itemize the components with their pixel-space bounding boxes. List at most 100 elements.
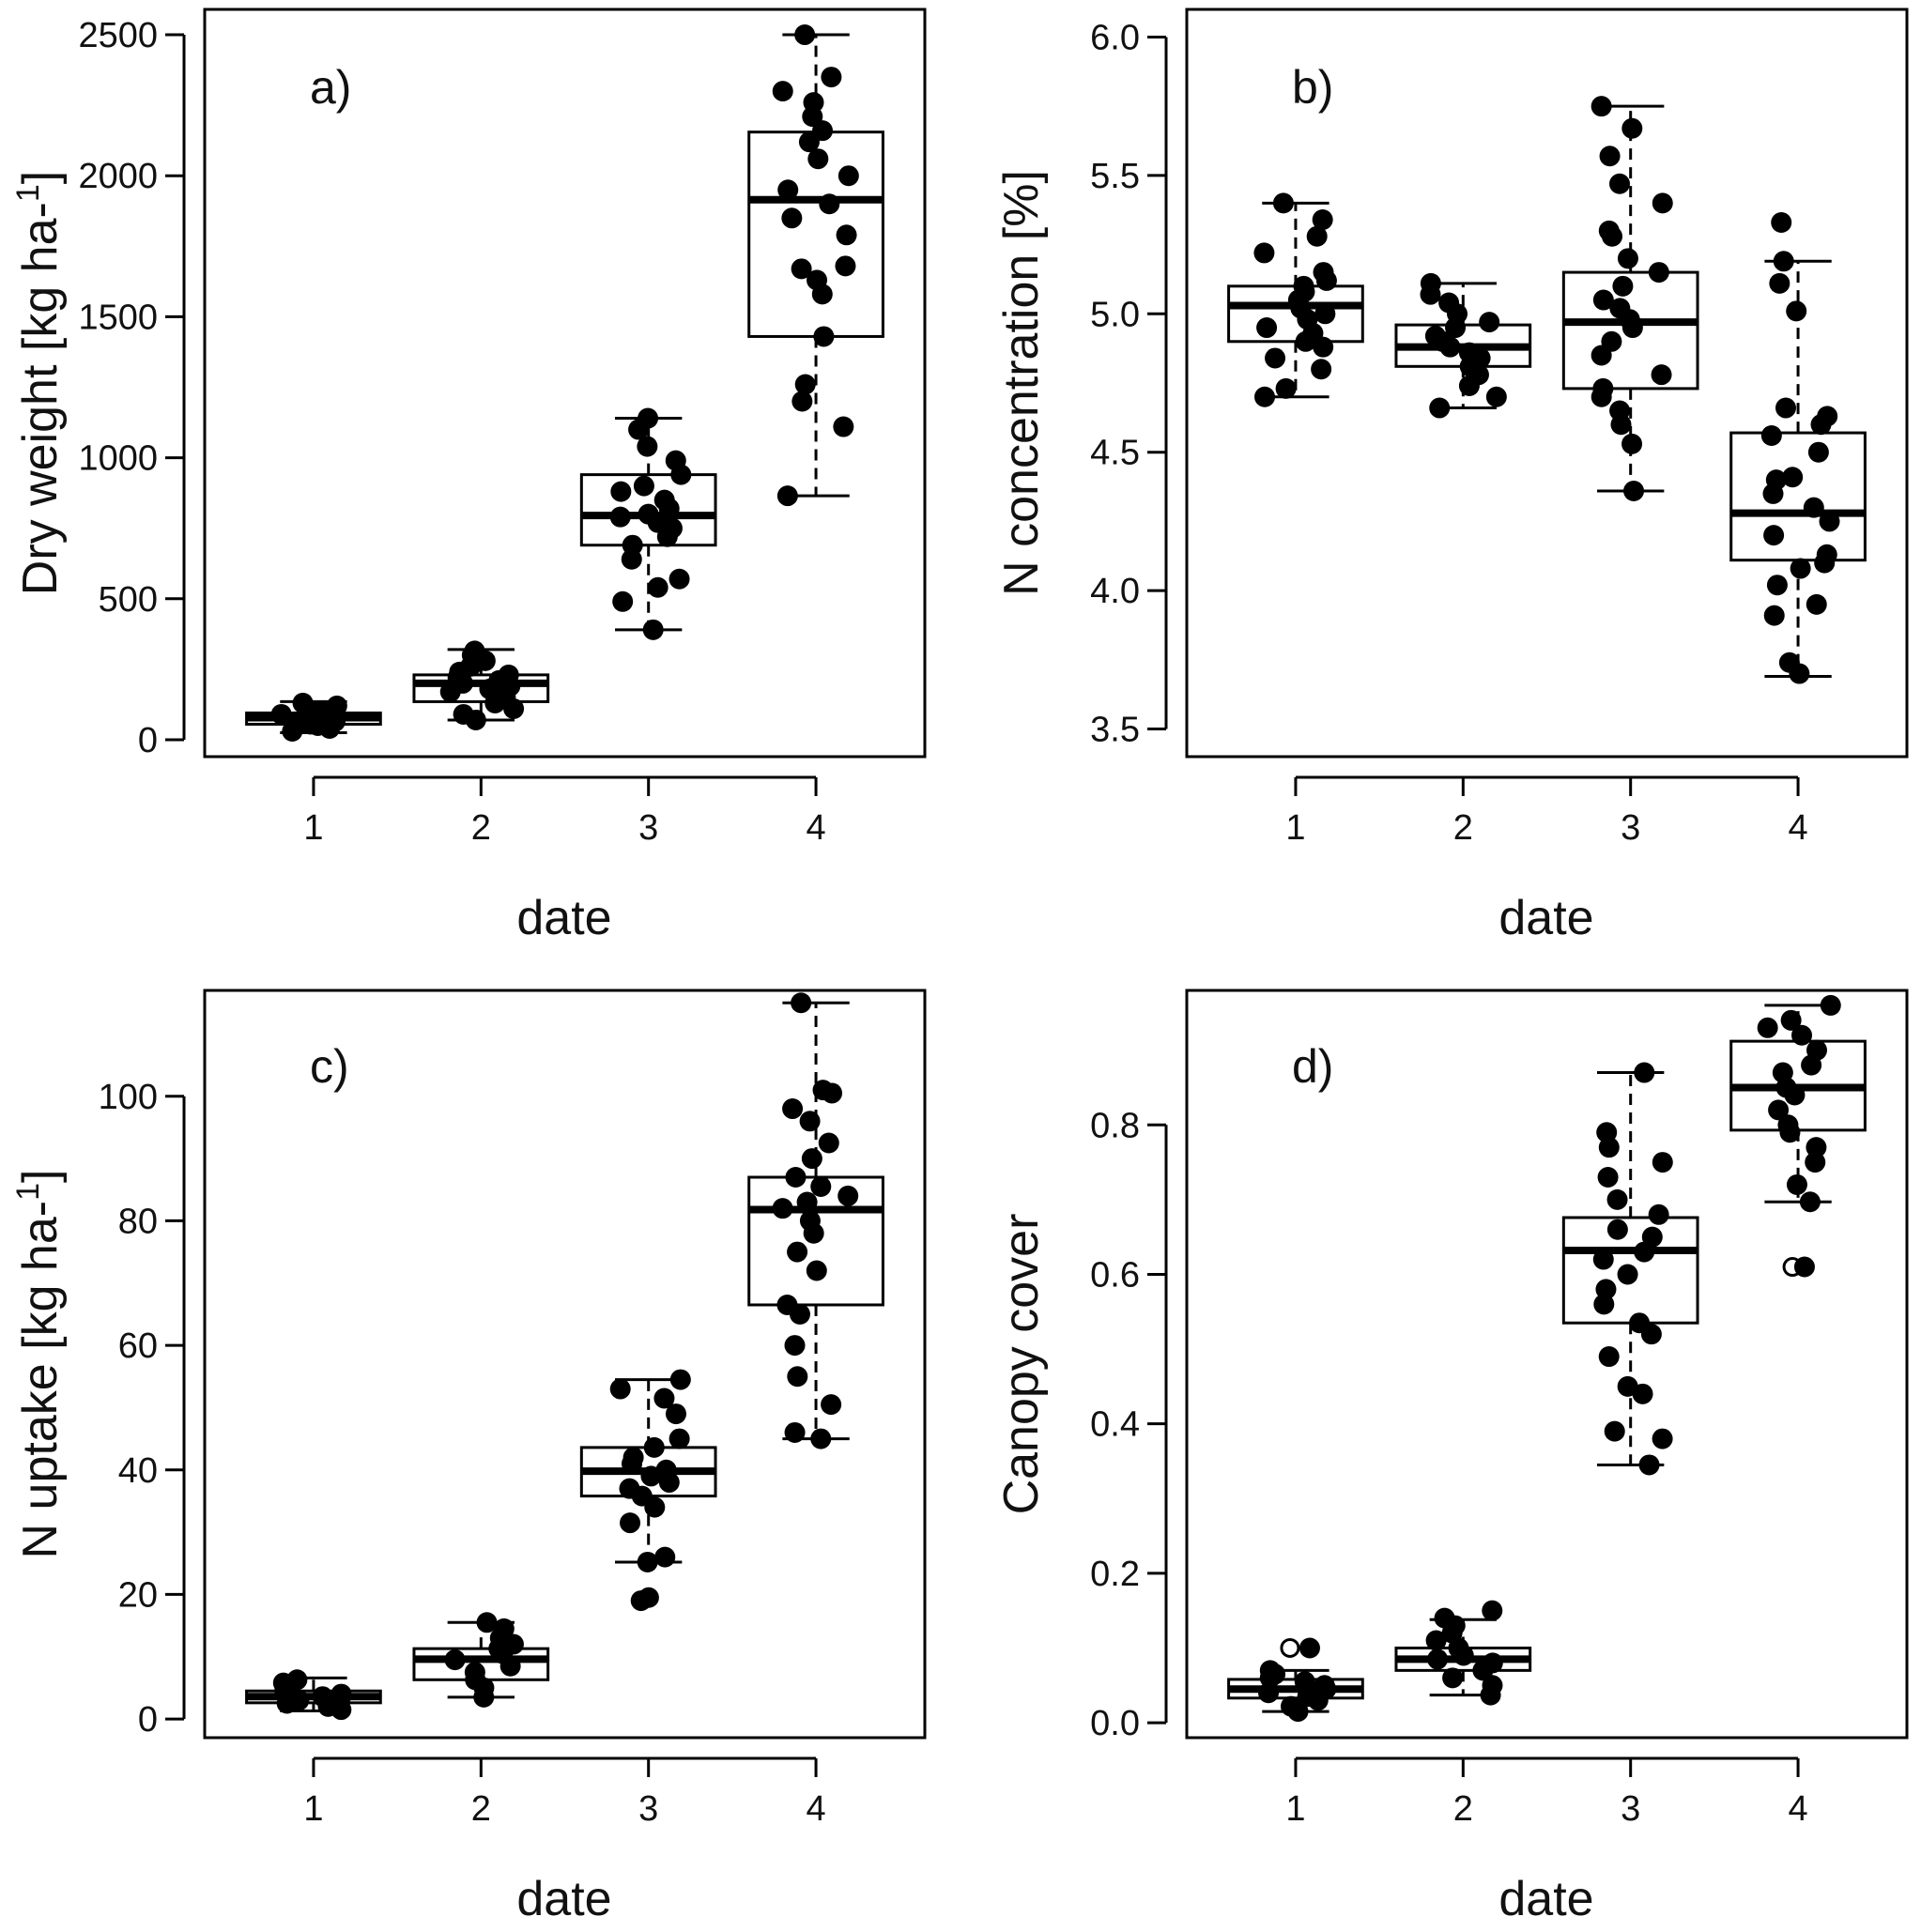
data-point bbox=[785, 1167, 807, 1188]
data-point bbox=[787, 1366, 808, 1388]
data-point bbox=[1768, 1099, 1790, 1121]
y-tick-label: 0.8 bbox=[1090, 1106, 1140, 1145]
data-point bbox=[1806, 593, 1827, 615]
x-tick-label: 4 bbox=[806, 808, 825, 848]
data-point bbox=[1638, 1454, 1660, 1476]
data-point bbox=[1429, 397, 1451, 419]
data-point bbox=[330, 1683, 352, 1705]
plot-frame bbox=[1185, 989, 1909, 1740]
data-point bbox=[622, 534, 643, 556]
y-axis-title: N concentration [%] bbox=[994, 170, 1049, 596]
x-tick-label: 1 bbox=[1285, 808, 1305, 848]
data-point bbox=[1773, 251, 1794, 272]
panel-label: a) bbox=[310, 61, 351, 114]
data-point bbox=[782, 1098, 804, 1120]
panel-label: d) bbox=[1292, 1040, 1333, 1093]
data-point bbox=[1424, 325, 1446, 346]
data-point bbox=[1817, 406, 1838, 427]
data-point bbox=[1777, 1114, 1799, 1136]
data-point bbox=[1592, 377, 1614, 399]
plot-frame bbox=[203, 989, 927, 1740]
data-point bbox=[620, 1512, 641, 1534]
data-point bbox=[836, 224, 857, 246]
data-point bbox=[1819, 511, 1840, 532]
data-point bbox=[464, 1662, 485, 1683]
data-point bbox=[813, 326, 835, 347]
data-point bbox=[1312, 209, 1333, 231]
data-point bbox=[1806, 1137, 1827, 1158]
data-point bbox=[476, 1612, 498, 1633]
data-point bbox=[610, 481, 632, 502]
y-tick-label: 5.0 bbox=[1090, 295, 1140, 334]
box-iqr bbox=[1729, 431, 1867, 562]
data-point bbox=[1597, 1167, 1619, 1188]
data-point bbox=[1420, 272, 1441, 294]
outlier-point bbox=[1280, 1637, 1300, 1658]
data-point bbox=[1621, 433, 1643, 454]
data-point bbox=[1652, 1152, 1673, 1173]
data-point bbox=[1425, 1630, 1447, 1651]
data-point bbox=[609, 506, 631, 528]
data-point bbox=[1806, 1039, 1828, 1061]
data-point bbox=[1778, 652, 1800, 673]
data-point bbox=[637, 1551, 658, 1572]
y-tick-label: 3.5 bbox=[1090, 711, 1140, 750]
y-tick-label: 0 bbox=[138, 721, 158, 760]
y-tick-label: 0 bbox=[138, 1700, 158, 1740]
data-point bbox=[1648, 262, 1669, 284]
box-3 bbox=[1561, 104, 1699, 493]
data-point bbox=[1786, 300, 1807, 322]
data-point bbox=[1760, 425, 1782, 447]
data-point bbox=[1427, 1648, 1449, 1670]
data-point bbox=[1313, 262, 1334, 284]
data-point bbox=[444, 1649, 466, 1671]
data-point bbox=[1757, 1017, 1778, 1038]
data-point bbox=[498, 664, 519, 685]
data-point bbox=[669, 1369, 691, 1390]
x-tick-label: 2 bbox=[471, 1789, 491, 1829]
x-tick-label: 3 bbox=[1621, 808, 1640, 848]
plot-frame bbox=[203, 8, 927, 759]
x-tick-label: 1 bbox=[1285, 1789, 1305, 1829]
x-tick-label: 3 bbox=[1621, 1789, 1640, 1829]
data-point bbox=[1604, 1420, 1625, 1442]
data-point bbox=[1592, 289, 1614, 311]
plot-area: 3.5 4.0 4.5 5.0 5.5 6.0 1 2 3 4 bbox=[1090, 18, 1867, 848]
data-point bbox=[1311, 359, 1332, 380]
data-point bbox=[1591, 96, 1612, 117]
data-point bbox=[1651, 364, 1672, 386]
data-point bbox=[787, 1241, 808, 1263]
data-point bbox=[1442, 1667, 1464, 1689]
data-point bbox=[1791, 1024, 1813, 1046]
data-point bbox=[791, 391, 813, 412]
data-point bbox=[1314, 303, 1336, 325]
panel-c: c) date N uptake [kg ha-1] 0204060801001… bbox=[10, 989, 927, 1926]
data-point bbox=[794, 24, 816, 46]
y-tick-label: 2000 bbox=[78, 157, 158, 196]
data-point bbox=[647, 576, 669, 598]
data-point bbox=[1258, 1682, 1280, 1704]
y-axis-title-close: ] bbox=[13, 1170, 68, 1183]
data-point bbox=[1592, 1249, 1614, 1270]
data-point bbox=[1598, 1346, 1620, 1368]
y-tick-label: 0.2 bbox=[1090, 1555, 1140, 1594]
x-tick-label: 2 bbox=[1453, 808, 1473, 848]
data-point bbox=[1793, 1256, 1815, 1278]
data-point bbox=[1648, 1204, 1669, 1225]
data-point bbox=[777, 179, 799, 201]
data-point bbox=[1299, 1637, 1320, 1659]
data-point bbox=[799, 1111, 821, 1132]
x-tick-label: 4 bbox=[1788, 808, 1807, 848]
x-tick-label: 4 bbox=[1788, 1789, 1807, 1829]
data-point bbox=[1780, 1009, 1802, 1031]
data-point bbox=[818, 1132, 839, 1154]
data-point bbox=[270, 703, 292, 725]
data-point bbox=[1641, 1226, 1663, 1248]
data-point bbox=[1599, 146, 1621, 167]
x-axis-title: date bbox=[1498, 891, 1593, 945]
data-point bbox=[781, 207, 803, 229]
y-axis-title-main: N uptake [kg ha- bbox=[13, 1201, 68, 1559]
data-point bbox=[1782, 467, 1804, 488]
data-point bbox=[1256, 317, 1278, 339]
y-tick-label: 2500 bbox=[78, 16, 158, 55]
